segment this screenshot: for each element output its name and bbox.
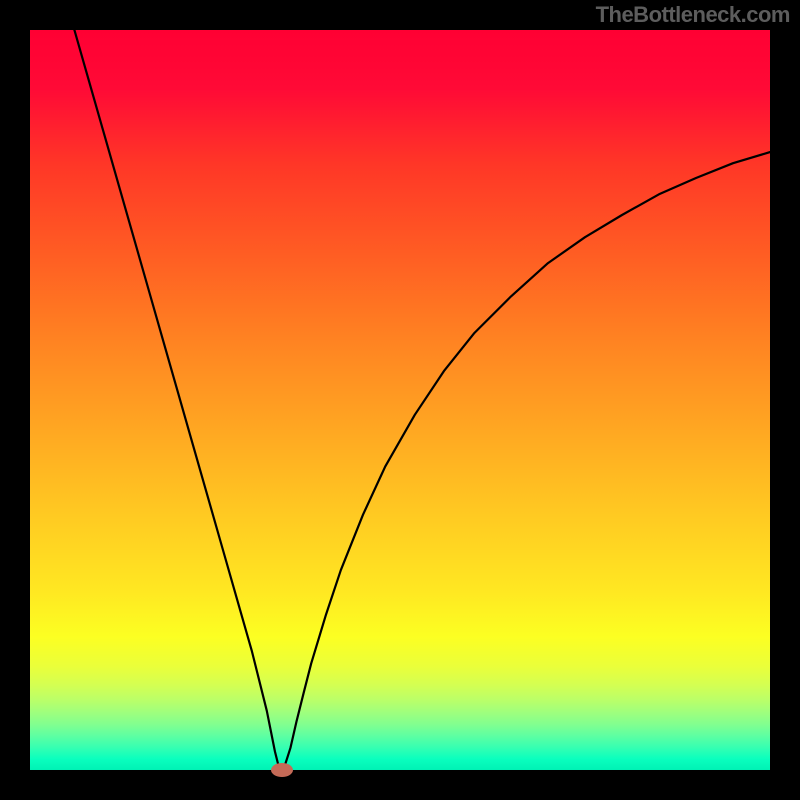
watermark-text: TheBottleneck.com [596, 2, 790, 28]
plot-area [30, 30, 770, 770]
chart-container: TheBottleneck.com [0, 0, 800, 800]
curve-line [30, 30, 770, 770]
minimum-marker [271, 763, 293, 777]
